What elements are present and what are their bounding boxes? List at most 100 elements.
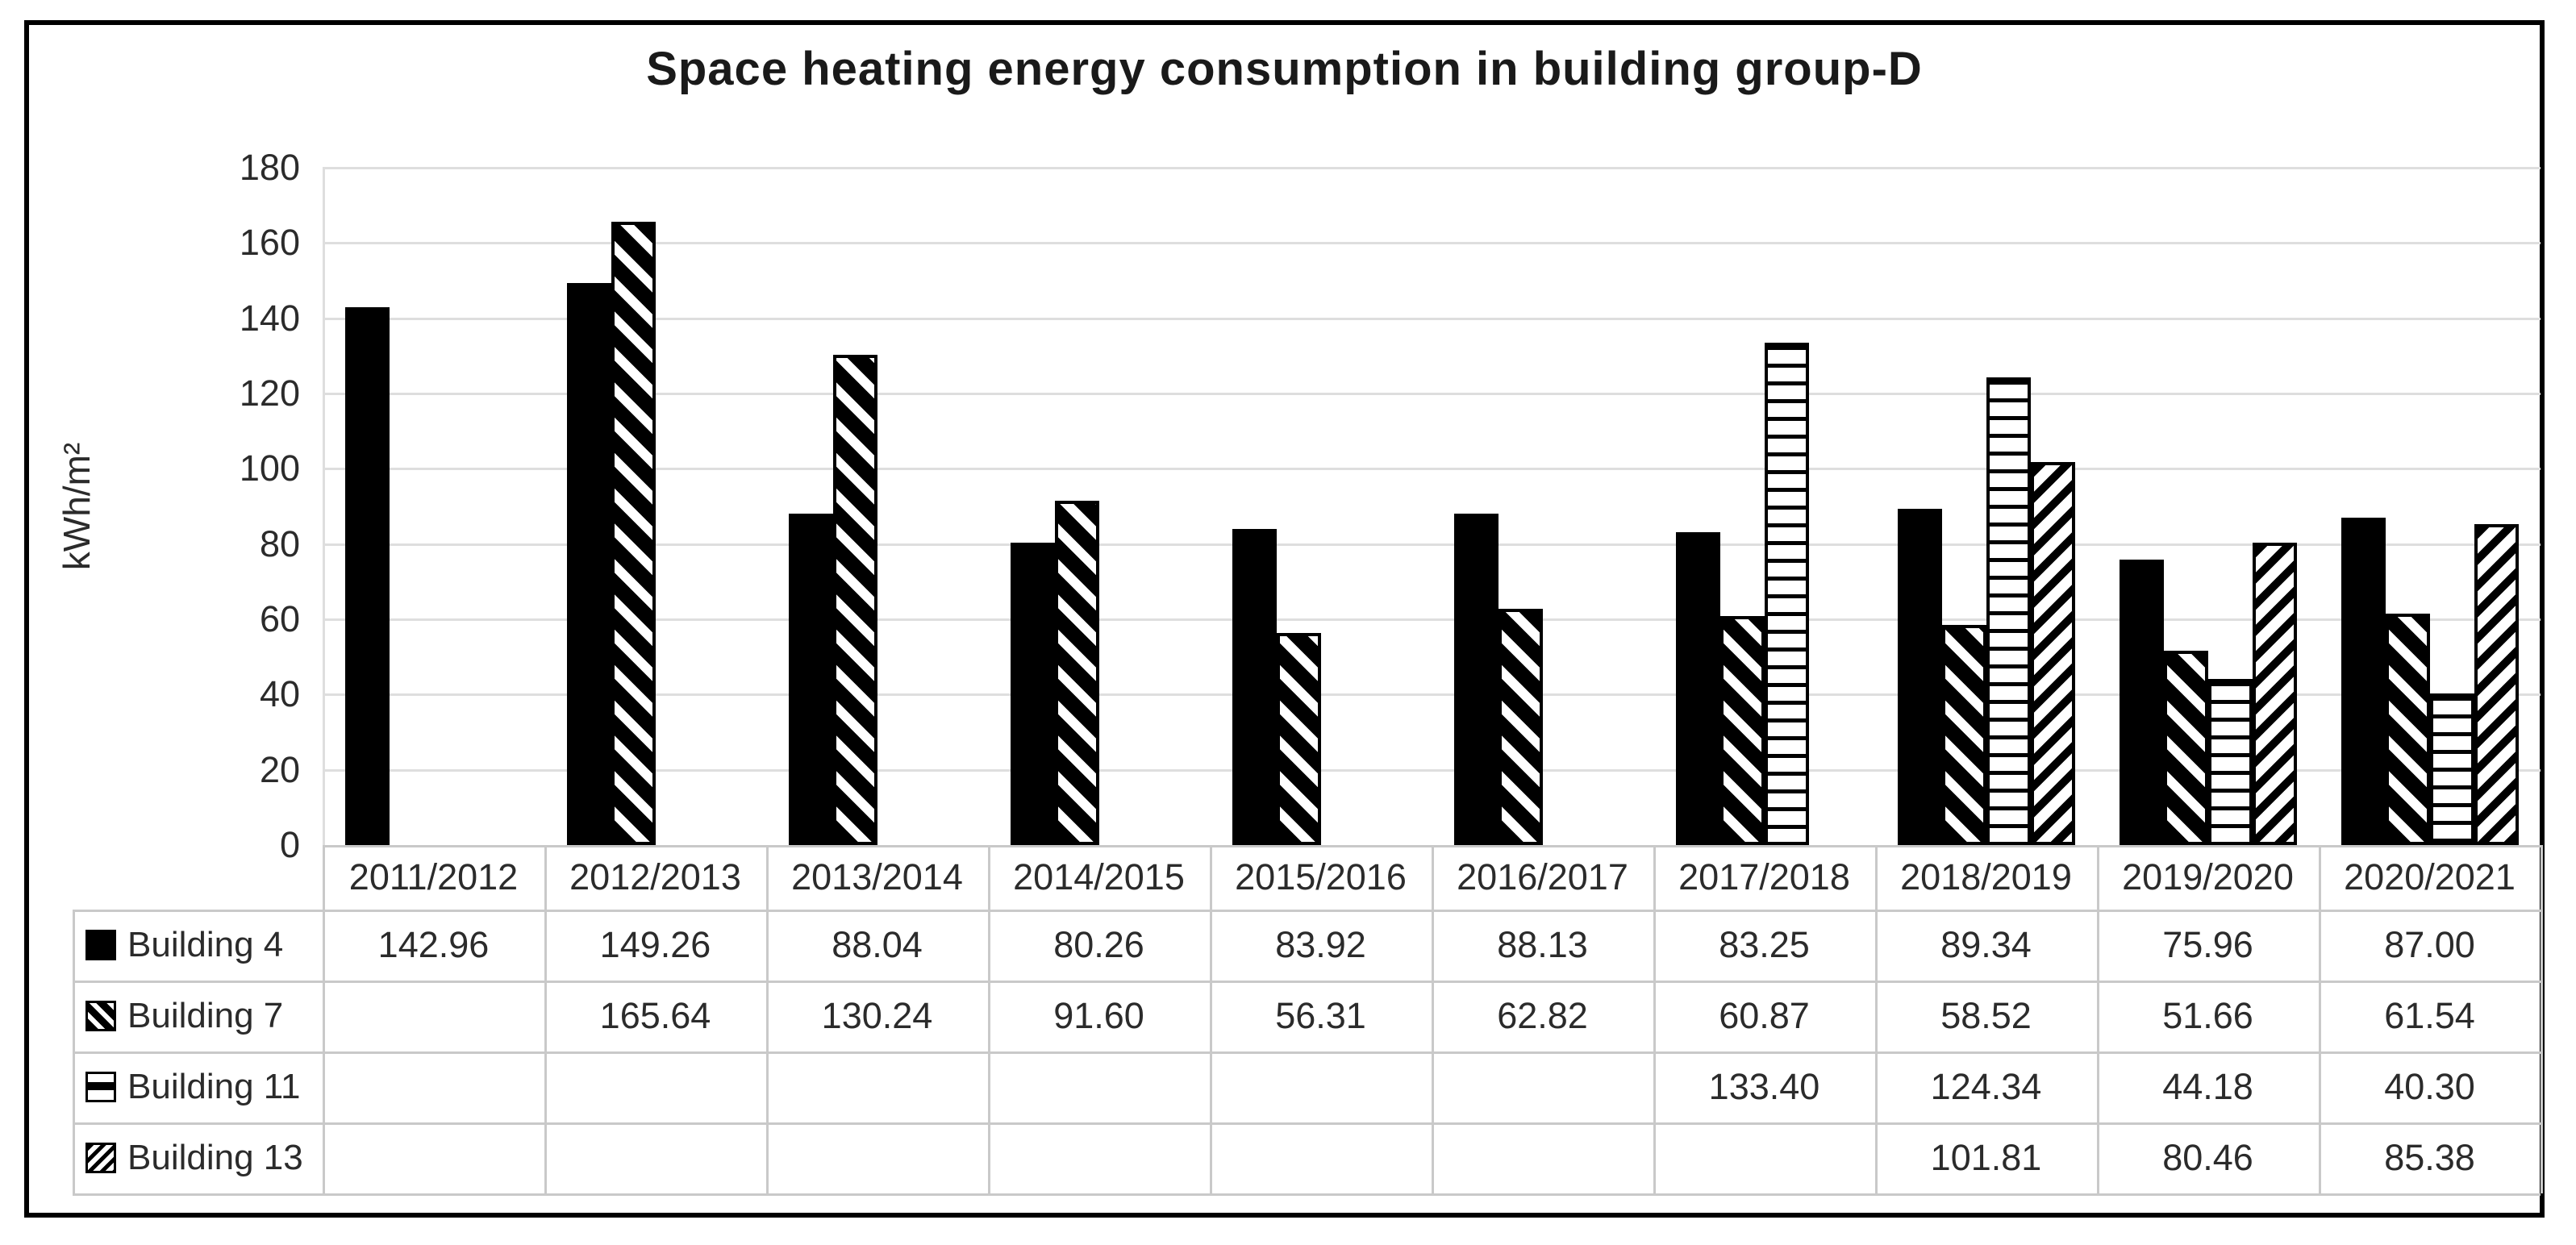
table-cell-building-7-2020-2021: 61.54 xyxy=(2384,995,2475,1036)
bar-building-7-2014-2015 xyxy=(1055,501,1099,845)
category-label-2020-2021: 2020/2021 xyxy=(2344,856,2516,897)
table-cell-building-11-2016-2017 xyxy=(1432,1051,1653,1122)
table-column-line-10 xyxy=(2541,845,2543,1193)
table-cell-building-11-2017-2018: 133.40 xyxy=(1708,1066,1820,1107)
y-tick-label-40: 40 xyxy=(259,673,300,714)
legend-cell-building-7: Building 7 xyxy=(73,981,323,1051)
y-tick-label-100: 100 xyxy=(239,448,300,489)
y-tick-label-60: 60 xyxy=(259,598,300,639)
building-4-legend-key-icon xyxy=(85,930,116,960)
table-cell-building-7-2012-2013: 165.64 xyxy=(599,995,711,1036)
bar-building-13-2020-2021 xyxy=(2474,524,2519,845)
bar-building-4-2014-2015 xyxy=(1011,543,1055,845)
bar-building-7-2019-2020 xyxy=(2164,651,2208,845)
bar-building-11-2019-2020 xyxy=(2208,679,2253,845)
bar-building-7-2012-2013 xyxy=(611,222,656,845)
table-cell-building-13-2012-2013 xyxy=(544,1122,766,1193)
y-tick-label-160: 160 xyxy=(239,222,300,263)
bar-building-7-2018-2019 xyxy=(1942,625,1986,845)
table-cell-building-11-2014-2015 xyxy=(988,1051,1210,1122)
bar-building-4-2011-2012 xyxy=(345,307,390,845)
table-cell-building-4-2019-2020: 75.96 xyxy=(2162,924,2253,965)
y-tick-label-120: 120 xyxy=(239,373,300,414)
gridline-120 xyxy=(323,393,2541,395)
category-label-2015-2016: 2015/2016 xyxy=(1235,856,1407,897)
bar-building-7-2020-2021 xyxy=(2386,614,2430,845)
table-cell-building-11-2012-2013 xyxy=(544,1051,766,1122)
table-cell-building-11-2019-2020: 44.18 xyxy=(2162,1066,2253,1107)
table-cell-building-4-2020-2021: 87.00 xyxy=(2384,924,2475,965)
y-tick-label-0: 0 xyxy=(279,824,300,865)
category-label-2011-2012: 2011/2012 xyxy=(348,856,519,897)
table-cell-building-11-2011-2012 xyxy=(323,1051,544,1122)
building-7-legend-key-icon xyxy=(85,1001,116,1031)
gridline-40 xyxy=(323,693,2541,696)
table-cell-building-7-2019-2020: 51.66 xyxy=(2162,995,2253,1036)
table-row-line-1 xyxy=(73,981,2541,983)
y-tick-label-180: 180 xyxy=(239,147,300,188)
gridline-140 xyxy=(323,318,2541,320)
table-column-line-1 xyxy=(544,845,547,1193)
category-label-2016-2017: 2016/2017 xyxy=(1457,856,1628,897)
gridline-180 xyxy=(323,167,2541,169)
bar-building-7-2017-2018 xyxy=(1720,616,1765,845)
legend-label: Building 11 xyxy=(127,1067,301,1106)
table-row-line-2 xyxy=(73,1051,2541,1054)
gridline-60 xyxy=(323,618,2541,621)
legend-label: Building 7 xyxy=(127,996,284,1035)
table-cell-building-13-2016-2017 xyxy=(1432,1122,1653,1193)
category-label-2017-2018: 2017/2018 xyxy=(1678,856,1850,897)
table-row-line-4 xyxy=(73,1193,2541,1196)
table-cell-building-4-2015-2016: 83.92 xyxy=(1275,924,1366,965)
bar-building-4-2012-2013 xyxy=(567,283,611,845)
y-tick-label-20: 20 xyxy=(259,749,300,790)
table-column-line-5 xyxy=(1432,845,1434,1193)
table-cell-building-4-2013-2014: 88.04 xyxy=(832,924,923,965)
bar-building-4-2015-2016 xyxy=(1232,529,1277,845)
category-label-2014-2015: 2014/2015 xyxy=(1013,856,1185,897)
bar-building-4-2017-2018 xyxy=(1676,532,1720,846)
table-cell-building-7-2013-2014: 130.24 xyxy=(821,995,933,1036)
bar-building-4-2020-2021 xyxy=(2341,518,2386,845)
legend-cell-building-4: Building 4 xyxy=(73,910,323,981)
building-11-legend-key-icon xyxy=(85,1072,116,1102)
y-axis-title: kWh/m² xyxy=(56,442,98,571)
table-column-line-3 xyxy=(988,845,990,1193)
table-cell-building-4-2016-2017: 88.13 xyxy=(1497,924,1588,965)
bar-building-7-2015-2016 xyxy=(1277,633,1321,845)
table-cell-building-4-2011-2012: 142.96 xyxy=(377,924,490,965)
table-cell-building-11-2018-2019: 124.34 xyxy=(1930,1066,2042,1107)
bar-building-11-2020-2021 xyxy=(2430,693,2474,845)
table-row-line-3 xyxy=(73,1122,2541,1125)
category-label-2012-2013: 2012/2013 xyxy=(569,856,741,897)
legend-label: Building 13 xyxy=(127,1138,303,1177)
bar-building-4-2013-2014 xyxy=(789,514,833,845)
y-tick-label-80: 80 xyxy=(259,523,300,564)
table-cell-building-13-2015-2016 xyxy=(1210,1122,1432,1193)
table-cell-building-7-2016-2017: 62.82 xyxy=(1497,995,1588,1036)
table-legend-left-line xyxy=(73,910,75,1193)
bar-building-7-2016-2017 xyxy=(1498,609,1543,845)
table-cell-building-13-2017-2018 xyxy=(1653,1122,1875,1193)
bar-building-7-2013-2014 xyxy=(833,355,877,845)
table-column-line-7 xyxy=(1875,845,1878,1193)
table-row-line-0 xyxy=(73,910,2541,912)
table-column-line-9 xyxy=(2319,845,2321,1193)
table-column-line-8 xyxy=(2097,845,2099,1193)
bar-building-13-2018-2019 xyxy=(2031,462,2075,845)
table-column-line-4 xyxy=(1210,845,1212,1193)
table-cell-building-7-2018-2019: 58.52 xyxy=(1940,995,2032,1036)
table-column-line-2 xyxy=(766,845,769,1193)
table-cell-building-13-2011-2012 xyxy=(323,1122,544,1193)
table-cell-building-13-2018-2019: 101.81 xyxy=(1930,1137,2042,1178)
bar-building-11-2017-2018 xyxy=(1765,343,1809,845)
bar-building-13-2019-2020 xyxy=(2253,543,2297,845)
table-cell-building-13-2020-2021: 85.38 xyxy=(2384,1137,2475,1178)
legend-cell-building-11: Building 11 xyxy=(73,1051,323,1122)
gridline-160 xyxy=(323,242,2541,244)
table-cell-building-7-2011-2012 xyxy=(323,981,544,1051)
bar-building-4-2019-2020 xyxy=(2120,560,2164,845)
table-cell-building-7-2014-2015: 91.60 xyxy=(1053,995,1144,1036)
y-tick-label-140: 140 xyxy=(239,298,300,339)
building-13-legend-key-icon xyxy=(85,1143,116,1173)
